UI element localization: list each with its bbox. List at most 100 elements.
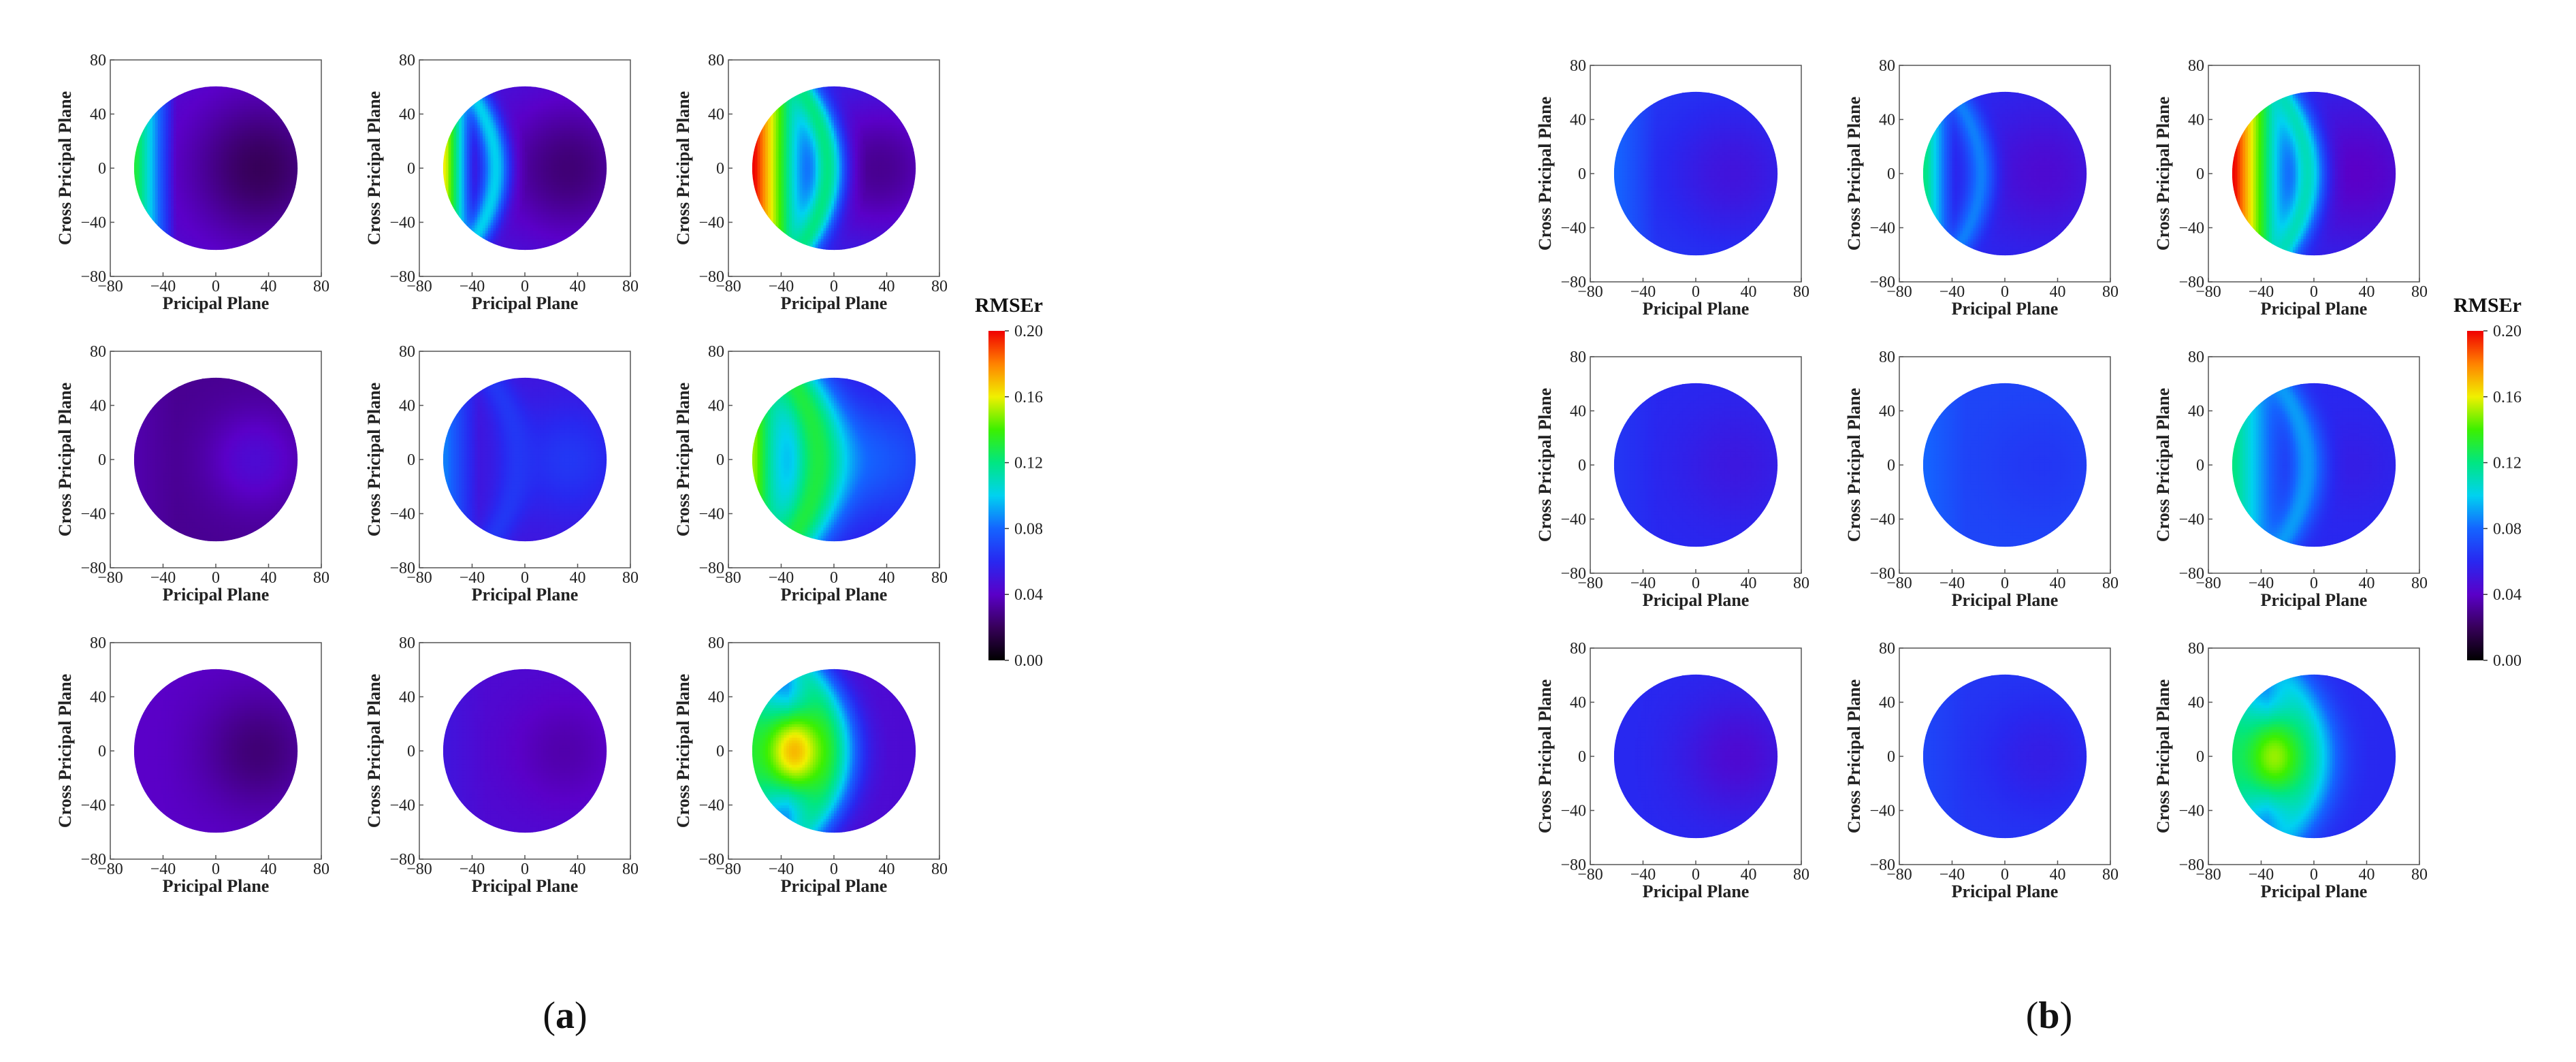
heat-cell bbox=[485, 230, 489, 234]
heat-cell bbox=[163, 146, 166, 150]
heat-cell bbox=[152, 163, 156, 166]
heat-cell bbox=[530, 214, 534, 218]
heat-cell bbox=[187, 216, 190, 221]
heat-cell bbox=[466, 160, 470, 163]
heat-cell bbox=[184, 216, 187, 221]
heat-cell bbox=[504, 197, 507, 202]
heat-cell bbox=[202, 119, 206, 123]
heat-cell bbox=[530, 114, 534, 118]
heat-cell bbox=[522, 135, 526, 139]
heat-cell bbox=[448, 206, 452, 210]
heat-cell bbox=[263, 122, 267, 125]
heat-cell bbox=[514, 187, 517, 191]
heat-cell bbox=[202, 95, 206, 99]
heat-cell bbox=[210, 119, 214, 123]
heat-cell bbox=[464, 157, 468, 161]
heat-cell bbox=[279, 178, 283, 182]
heat-cell bbox=[171, 141, 174, 144]
heat-cell bbox=[216, 225, 219, 229]
heat-cell bbox=[263, 160, 267, 163]
heat-cell bbox=[205, 173, 208, 177]
heat-cell bbox=[205, 133, 208, 136]
heat-cell bbox=[258, 208, 261, 212]
heat-cell bbox=[192, 200, 195, 204]
heat-cell bbox=[195, 86, 198, 91]
heat-cell bbox=[485, 106, 489, 110]
heat-cell bbox=[165, 227, 169, 231]
heat-cell bbox=[504, 100, 507, 104]
heat-cell bbox=[466, 195, 470, 199]
heat-cell bbox=[184, 227, 187, 231]
heat-cell bbox=[226, 181, 229, 185]
heat-cell bbox=[242, 122, 246, 125]
heat-cell bbox=[487, 135, 492, 139]
heat-cell bbox=[221, 249, 225, 251]
heat-cell bbox=[242, 230, 246, 234]
heat-cell bbox=[226, 214, 229, 218]
heat-cell bbox=[501, 165, 504, 169]
heat-cell bbox=[276, 216, 280, 221]
heat-cell bbox=[493, 214, 496, 218]
heat-cell bbox=[462, 125, 465, 128]
heat-cell bbox=[265, 227, 270, 231]
heat-cell bbox=[195, 222, 198, 226]
heat-cell bbox=[187, 246, 190, 250]
heat-cell bbox=[265, 108, 270, 112]
heat-cell bbox=[205, 187, 208, 191]
heat-cell bbox=[157, 122, 161, 125]
heat-cell bbox=[210, 133, 214, 136]
heat-cell bbox=[514, 86, 517, 91]
heat-cell bbox=[218, 122, 222, 125]
heat-cell bbox=[265, 152, 270, 155]
heat-cell bbox=[260, 160, 264, 163]
heat-cell bbox=[195, 216, 198, 221]
heat-cell bbox=[210, 135, 214, 139]
heat-cell bbox=[176, 138, 180, 142]
heat-cell bbox=[480, 116, 483, 120]
heat-cell bbox=[242, 241, 246, 244]
heat-cell bbox=[255, 100, 259, 104]
heat-cell bbox=[192, 114, 195, 118]
heat-cell bbox=[187, 95, 190, 99]
heat-cell bbox=[448, 127, 452, 131]
heat-cell bbox=[519, 125, 523, 128]
heat-cell bbox=[178, 206, 182, 210]
heat-cell bbox=[181, 184, 185, 188]
heat-cell bbox=[496, 189, 499, 193]
heat-cell bbox=[189, 219, 193, 223]
heat-cell bbox=[216, 203, 219, 207]
heat-cell bbox=[237, 157, 240, 161]
heat-cell bbox=[287, 133, 291, 136]
heat-cell bbox=[525, 160, 528, 163]
heat-cell bbox=[466, 216, 470, 221]
heat-cell bbox=[519, 214, 523, 218]
heat-cell bbox=[195, 178, 198, 182]
heat-cell bbox=[530, 197, 534, 202]
heat-cell bbox=[287, 157, 291, 161]
heat-cell bbox=[281, 181, 285, 185]
heat-cell bbox=[187, 176, 190, 180]
heat-cell bbox=[472, 125, 475, 128]
heat-cell bbox=[530, 100, 534, 104]
heat-cell bbox=[234, 236, 238, 239]
heat-cell bbox=[274, 170, 277, 174]
heat-cell bbox=[152, 135, 156, 139]
heat-cell bbox=[527, 211, 531, 215]
heat-cell bbox=[260, 100, 264, 104]
heat-cell bbox=[464, 160, 468, 163]
heat-cell bbox=[456, 116, 460, 120]
heat-cell bbox=[171, 236, 174, 239]
heat-cell bbox=[530, 178, 534, 182]
heat-cell bbox=[483, 141, 486, 144]
heat-cell bbox=[504, 222, 507, 226]
heat-cell bbox=[192, 219, 195, 223]
heat-cell bbox=[223, 178, 227, 182]
heat-cell bbox=[133, 141, 138, 144]
heat-cell bbox=[171, 149, 174, 152]
heat-cell bbox=[255, 92, 259, 96]
heat-cell bbox=[271, 125, 274, 128]
heat-cell bbox=[221, 181, 225, 185]
heat-cell bbox=[239, 203, 243, 207]
heat-cell bbox=[197, 195, 201, 199]
heat-cell bbox=[485, 165, 489, 169]
